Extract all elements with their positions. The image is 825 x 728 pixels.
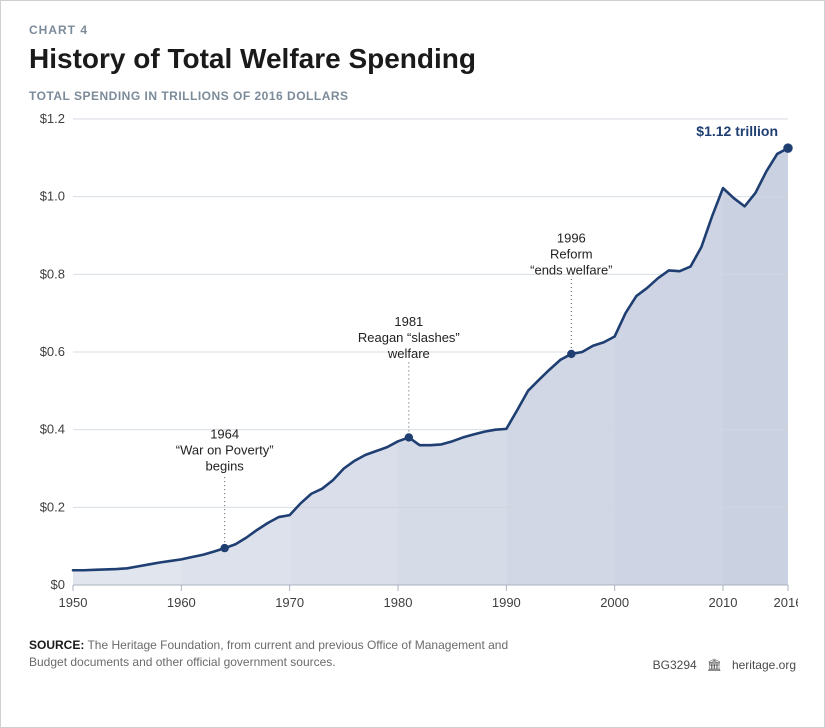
y-tick-label: $0.4 xyxy=(40,422,65,437)
x-tick-label: 2016 xyxy=(774,595,798,610)
x-tick-label: 1980 xyxy=(384,595,413,610)
y-tick-label: $0.2 xyxy=(40,499,65,514)
x-tick-label: 1990 xyxy=(492,595,521,610)
chart-card: CHART 4 History of Total Welfare Spendin… xyxy=(0,0,825,728)
end-label: $1.12 trillion xyxy=(696,123,778,139)
annotation-marker xyxy=(220,544,228,552)
chart-number-label: CHART 4 xyxy=(29,23,796,37)
footer: SOURCE: The Heritage Foundation, from cu… xyxy=(29,637,796,672)
annotation-marker xyxy=(405,433,413,441)
heritage-link[interactable]: heritage.org xyxy=(732,658,796,672)
y-tick-label: $1.0 xyxy=(40,189,65,204)
x-tick-label: 2010 xyxy=(709,595,738,610)
annotation-marker xyxy=(567,350,575,358)
annotation-text: begins xyxy=(206,458,245,473)
annotation-text: 1964 xyxy=(210,426,239,441)
source-label: SOURCE: xyxy=(29,638,84,652)
y-tick-label: $0.8 xyxy=(40,266,65,281)
y-tick-label: $0.6 xyxy=(40,344,65,359)
annotation-text: Reform xyxy=(550,246,593,261)
y-tick-label: $0 xyxy=(51,577,65,592)
annotation-text: “War on Poverty” xyxy=(176,442,274,457)
x-tick-label: 1950 xyxy=(59,595,88,610)
annotation-text: welfare xyxy=(387,346,430,361)
x-tick-label: 2000 xyxy=(600,595,629,610)
annotation-text: 1981 xyxy=(394,314,423,329)
annotation-text: 1996 xyxy=(557,230,586,245)
area-chart-svg: $0 $0.2 $0.4 $0.6 $0.8 $1.0 $1.2 1950 1960 1970 19… xyxy=(29,111,798,621)
annotation-text: Reagan “slashes” xyxy=(358,330,460,345)
chart-title: History of Total Welfare Spending xyxy=(29,43,796,75)
end-marker xyxy=(783,143,792,152)
chart-plot: $0 $0.2 $0.4 $0.6 $0.8 $1.0 $1.2 1950 1960 1970 19… xyxy=(29,111,798,621)
bg-code: BG3294 xyxy=(653,658,697,672)
brand-block: BG3294 🏛 heritage.org xyxy=(653,658,796,672)
annotation-text: “ends welfare” xyxy=(530,262,612,277)
heritage-icon: 🏛 xyxy=(707,658,722,672)
source-body: The Heritage Foundation, from current an… xyxy=(29,638,508,669)
source-text: SOURCE: The Heritage Foundation, from cu… xyxy=(29,637,549,672)
chart-subtitle: TOTAL SPENDING IN TRILLIONS OF 2016 DOLL… xyxy=(29,89,796,103)
x-tick-label: 1970 xyxy=(275,595,304,610)
x-tick-label: 1960 xyxy=(167,595,196,610)
y-tick-label: $1.2 xyxy=(40,111,65,126)
